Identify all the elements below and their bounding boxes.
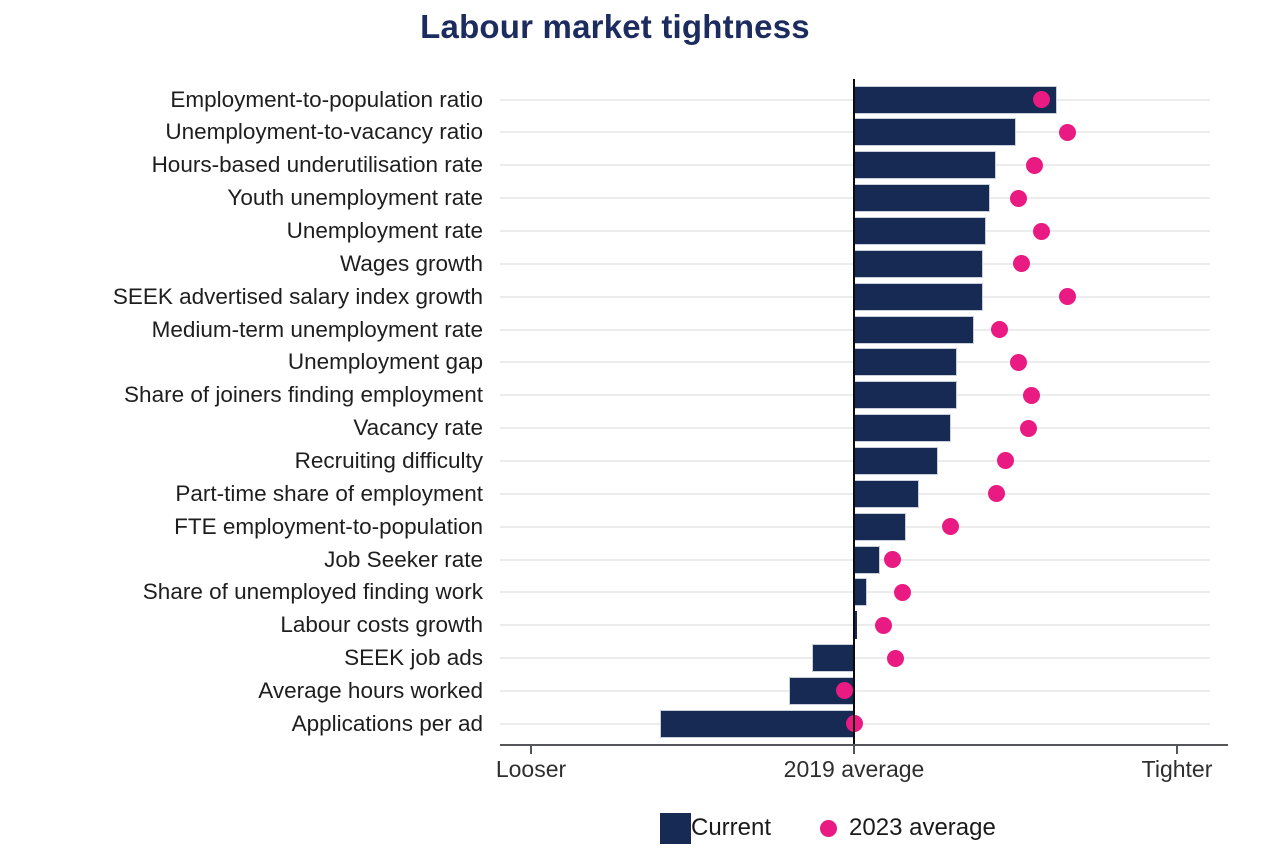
avg-2023-dot	[1026, 156, 1044, 174]
avg-2023-dot	[1058, 123, 1076, 141]
avg-2023-dot	[1010, 189, 1028, 207]
x-axis-tick	[853, 746, 855, 754]
avg-2023-dot	[1032, 222, 1050, 240]
legend-2023-label: 2023 average	[849, 814, 996, 841]
legend-2023-dot-icon	[820, 819, 838, 837]
avg-2023-dot	[1023, 386, 1041, 404]
avg-2023-dot	[1010, 353, 1028, 371]
x-axis-tick-label: Looser	[495, 756, 567, 782]
category-label: Unemployment gap	[287, 349, 483, 375]
avg-2023-dot	[1032, 91, 1050, 109]
current-bar	[854, 611, 858, 640]
x-axis-tick	[530, 746, 532, 754]
x-axis-tick-label: 2019 average	[783, 756, 925, 782]
current-bar	[854, 118, 1016, 147]
category-label: Unemployment-to-vacancy ratio	[165, 119, 483, 145]
category-label: Share of joiners finding employment	[124, 382, 483, 408]
avg-2023-dot	[1019, 419, 1037, 437]
category-label: Employment-to-population ratio	[170, 86, 483, 112]
category-label: Average hours worked	[258, 677, 483, 703]
chart-title: Labour market tightness	[420, 8, 810, 45]
category-label: Youth unemployment rate	[227, 185, 483, 211]
category-label: Job Seeker rate	[324, 546, 483, 572]
avg-2023-dot	[987, 485, 1005, 503]
category-gridline	[500, 657, 1210, 660]
current-bar	[854, 446, 938, 475]
current-bar	[854, 249, 984, 278]
avg-2023-dot	[887, 649, 905, 667]
legend-current-swatch	[660, 812, 691, 844]
current-bar	[660, 709, 854, 738]
x-axis-line	[500, 744, 1228, 746]
current-bar	[854, 217, 987, 246]
avg-2023-dot	[884, 551, 902, 569]
category-label: Medium-term unemployment rate	[151, 316, 483, 342]
avg-2023-dot	[1013, 255, 1031, 273]
legend: Current 2023 average	[660, 810, 996, 846]
legend-current-label: Current	[691, 814, 772, 841]
zero-reference-line	[853, 79, 855, 746]
x-axis-tick-label: Tighter	[1141, 756, 1213, 782]
category-gridline	[500, 689, 1210, 692]
category-label: SEEK job ads	[344, 645, 483, 671]
current-bar	[854, 381, 958, 410]
current-bar	[854, 479, 919, 508]
avg-2023-dot	[893, 583, 911, 601]
category-label: FTE employment-to-population	[174, 513, 483, 539]
category-label: Applications per ad	[291, 710, 483, 736]
avg-2023-dot	[942, 518, 960, 536]
current-bar	[854, 282, 984, 311]
current-bar	[854, 512, 906, 541]
current-bar	[854, 348, 958, 377]
category-label: Unemployment rate	[286, 218, 483, 244]
x-axis-tick	[1176, 746, 1178, 754]
current-bar	[854, 184, 990, 213]
avg-2023-dot	[990, 321, 1008, 339]
category-label: Labour costs growth	[280, 612, 483, 638]
category-label: SEEK advertised salary index growth	[112, 283, 483, 309]
current-bar	[854, 414, 951, 443]
current-bar	[854, 151, 997, 180]
avg-2023-dot	[874, 616, 892, 634]
current-bar	[854, 578, 867, 607]
category-label: Hours-based underutilisation rate	[151, 152, 483, 178]
current-bar	[812, 644, 854, 673]
category-label: Vacancy rate	[353, 415, 483, 441]
category-label: Share of unemployed finding work	[142, 579, 483, 605]
current-bar	[854, 315, 974, 344]
current-bar	[854, 85, 1058, 114]
avg-2023-dot	[997, 452, 1015, 470]
category-label: Wages growth	[340, 250, 483, 276]
avg-2023-dot	[1058, 288, 1076, 306]
current-bar	[854, 545, 880, 574]
category-label: Recruiting difficulty	[294, 447, 483, 473]
category-label: Part-time share of employment	[175, 480, 483, 506]
avg-2023-dot	[835, 682, 853, 700]
